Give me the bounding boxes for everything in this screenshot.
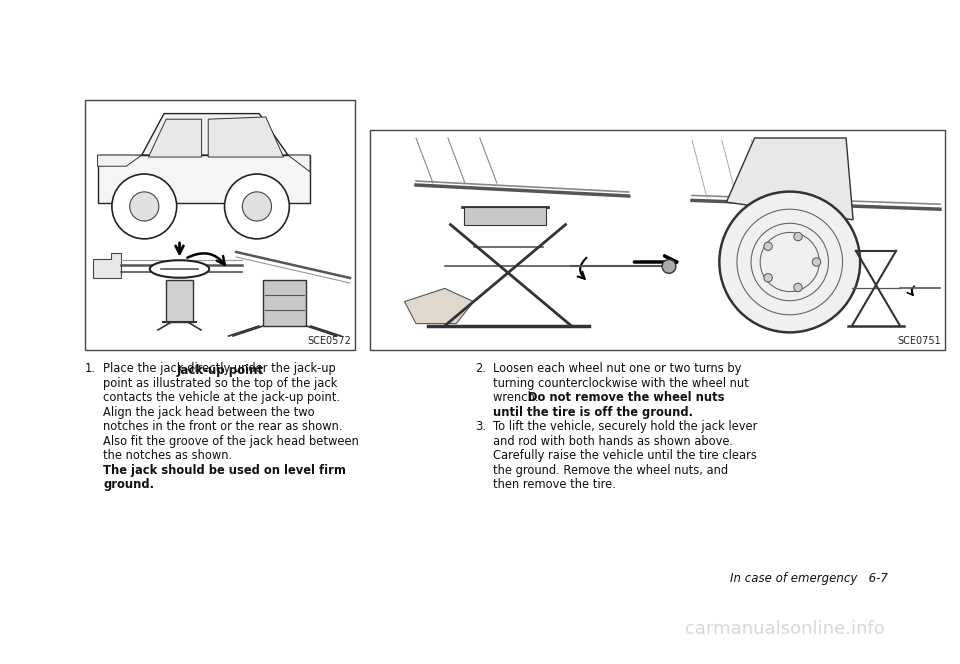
Circle shape: [812, 258, 821, 266]
Text: SCE0751: SCE0751: [898, 336, 941, 346]
Polygon shape: [404, 288, 473, 323]
Circle shape: [794, 284, 803, 291]
Circle shape: [719, 192, 860, 333]
Polygon shape: [98, 155, 142, 166]
Text: 3.: 3.: [475, 420, 486, 433]
Text: point as illustrated so the top of the jack: point as illustrated so the top of the j…: [103, 376, 337, 390]
Polygon shape: [288, 155, 310, 172]
Text: Loosen each wheel nut one or two turns by: Loosen each wheel nut one or two turns b…: [493, 362, 741, 375]
Text: In case of emergency   6-7: In case of emergency 6-7: [730, 572, 888, 585]
Text: Place the jack directly under the jack-up: Place the jack directly under the jack-u…: [103, 362, 336, 375]
Polygon shape: [93, 253, 121, 278]
Text: until the tire is off the ground.: until the tire is off the ground.: [493, 406, 693, 418]
Text: The jack should be used on level firm: The jack should be used on level firm: [103, 463, 346, 477]
Circle shape: [242, 192, 272, 221]
Bar: [166, 280, 193, 322]
Text: Also fit the groove of the jack head between: Also fit the groove of the jack head bet…: [103, 434, 359, 448]
Circle shape: [112, 174, 177, 239]
Bar: [263, 280, 306, 326]
Text: To lift the vehicle, securely hold the jack lever: To lift the vehicle, securely hold the j…: [493, 420, 757, 433]
Bar: [465, 207, 546, 224]
Text: carmanualsonline.info: carmanualsonline.info: [685, 620, 885, 638]
Text: the ground. Remove the wheel nuts, and: the ground. Remove the wheel nuts, and: [493, 463, 728, 477]
Text: Carefully raise the vehicle until the tire clears: Carefully raise the vehicle until the ti…: [493, 449, 756, 462]
Text: ground.: ground.: [103, 478, 154, 491]
Text: Do not remove the wheel nuts: Do not remove the wheel nuts: [528, 391, 724, 404]
Text: 2.: 2.: [475, 362, 486, 375]
Polygon shape: [727, 138, 853, 220]
Bar: [85, 100, 355, 350]
Text: wrench.: wrench.: [493, 391, 542, 404]
Circle shape: [764, 274, 773, 282]
Bar: [370, 130, 945, 350]
Circle shape: [662, 260, 676, 274]
Text: notches in the front or the rear as shown.: notches in the front or the rear as show…: [103, 420, 343, 433]
Circle shape: [225, 174, 289, 239]
Text: SCE0572: SCE0572: [307, 336, 351, 346]
Text: contacts the vehicle at the jack-up point.: contacts the vehicle at the jack-up poin…: [103, 391, 340, 404]
Text: Align the jack head between the two: Align the jack head between the two: [103, 406, 315, 418]
Text: and rod with both hands as shown above.: and rod with both hands as shown above.: [493, 434, 733, 448]
Circle shape: [764, 242, 773, 250]
Polygon shape: [208, 117, 283, 157]
Circle shape: [130, 192, 158, 221]
Ellipse shape: [150, 260, 209, 278]
Text: Jack-up point: Jack-up point: [177, 364, 264, 377]
Polygon shape: [142, 114, 288, 155]
Text: 1.: 1.: [85, 362, 96, 375]
Bar: [98, 155, 310, 203]
Polygon shape: [149, 120, 202, 157]
Text: the notches as shown.: the notches as shown.: [103, 449, 232, 462]
Text: turning counterclockwise with the wheel nut: turning counterclockwise with the wheel …: [493, 376, 749, 390]
Text: then remove the tire.: then remove the tire.: [493, 478, 616, 491]
Circle shape: [794, 232, 803, 241]
